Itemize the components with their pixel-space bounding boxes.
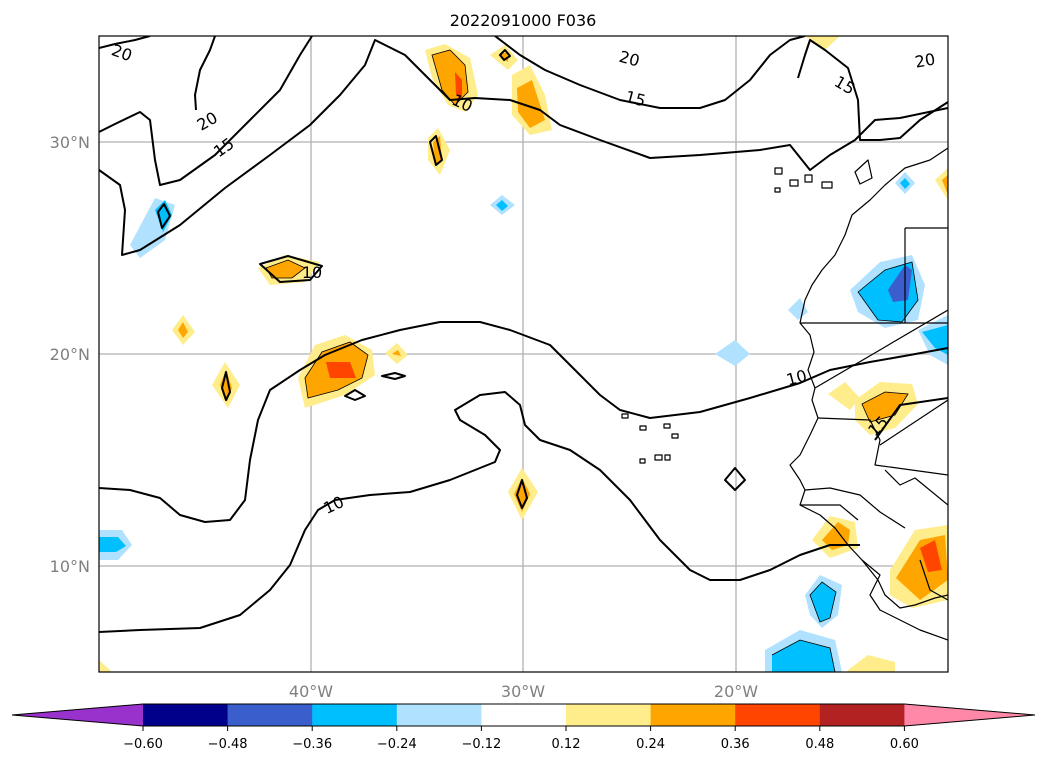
lon-label-30w: 30°W	[501, 682, 545, 701]
colorbar: −0.60 −0.48 −0.36 −0.24 −0.12 0.12 0.24 0.36 0.4…	[11, 703, 1036, 752]
latitude-labels: 30°N 20°N 10°N	[50, 133, 90, 576]
longitude-labels: 40°W 30°W 20°W	[289, 682, 758, 701]
colorbar-extend-high	[904, 704, 1035, 726]
figure-title: 2022091000 F036	[450, 11, 597, 30]
lon-label-40w: 40°W	[289, 682, 333, 701]
colorbar-segment	[566, 704, 652, 726]
contour-label: 10	[784, 366, 809, 390]
contour-label: 20	[617, 47, 642, 71]
lat-label-30n: 30°N	[50, 133, 90, 152]
colorbar-segment	[312, 704, 398, 726]
colorbar-tick-label: 0.60	[890, 737, 919, 752]
colorbar-segment	[819, 704, 905, 726]
colorbar-extend-low	[12, 704, 143, 726]
lat-label-10n: 10°N	[50, 557, 90, 576]
colorbar-segment	[396, 704, 482, 726]
contour-lines	[99, 36, 948, 633]
colorbar-tick-label: −0.36	[292, 737, 332, 752]
plot-frame	[98, 35, 949, 673]
colorbar-segment	[650, 704, 736, 726]
fill-outlines	[265, 49, 919, 672]
colorbar-tick-label: −0.48	[208, 737, 248, 752]
colorbar-segment	[735, 704, 821, 726]
colorbar-tick-label: −0.12	[461, 737, 501, 752]
colorbar-tick-label: 0.24	[636, 737, 665, 752]
coastlines	[621, 147, 948, 641]
colorbar-tick-label: −0.24	[377, 737, 417, 752]
colorbar-tick-label: 0.48	[805, 737, 834, 752]
map-plot-area: 20 20 15 10 20 15 20 15 10 10 10 15	[99, 36, 948, 672]
colorbar-tick-label: 0.12	[552, 737, 581, 752]
lon-label-20w: 20°W	[714, 682, 758, 701]
colorbar-segment	[143, 704, 229, 726]
lat-label-20n: 20°N	[50, 345, 90, 364]
contour-label: 20	[913, 49, 936, 71]
colorbar-segment	[227, 704, 313, 726]
contour-label: 15	[623, 87, 648, 111]
colorbar-segment	[481, 704, 567, 726]
colorbar-tick-label: 0.36	[721, 737, 750, 752]
colorbar-tick-label: −0.60	[123, 737, 163, 752]
contour-label: 10	[302, 263, 322, 282]
